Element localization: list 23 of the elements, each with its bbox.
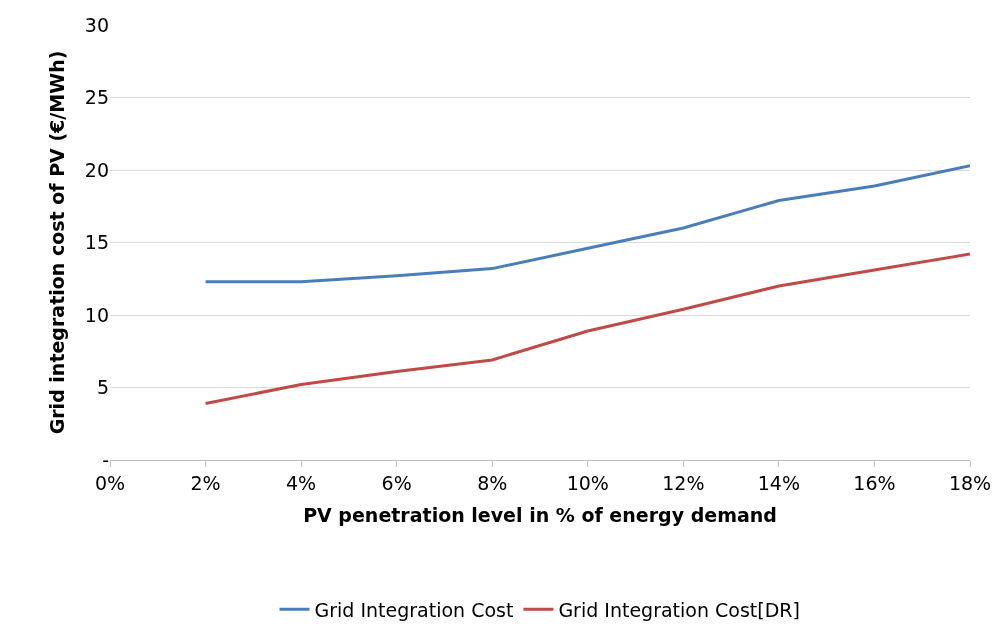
- y-tick-label: 5: [96, 376, 109, 399]
- y-axis-title: Grid integration cost of PV (€/MWh): [45, 50, 68, 435]
- x-tick-label: 6%: [381, 471, 412, 494]
- y-tick-label: 10: [84, 303, 109, 326]
- x-tick-label: 2%: [190, 471, 221, 494]
- y-tick-label: 15: [84, 231, 109, 254]
- x-axis-title: PV penetration level in % of energy demand: [303, 503, 777, 526]
- line-series: [204, 164, 970, 284]
- line-series: [204, 252, 970, 405]
- y-tick-label: 20: [84, 158, 109, 181]
- x-tick-label: 14%: [757, 471, 801, 494]
- legend-label: Grid Integration Cost: [314, 598, 514, 621]
- y-tick-label: 30: [84, 13, 109, 36]
- x-tick-label: 18%: [948, 471, 992, 494]
- x-tick-label: 8%: [477, 471, 508, 494]
- legend-label: Grid Integration Cost[DR]: [558, 598, 800, 621]
- x-tick-label: 16%: [853, 471, 896, 494]
- x-tick-label: 12%: [662, 471, 705, 494]
- x-tick-label: 0%: [94, 471, 126, 494]
- x-tick-label: 10%: [566, 471, 609, 494]
- y-tick-label: -: [102, 448, 109, 471]
- y-tick-label: 25: [84, 86, 109, 109]
- x-tick-label: 4%: [286, 471, 317, 494]
